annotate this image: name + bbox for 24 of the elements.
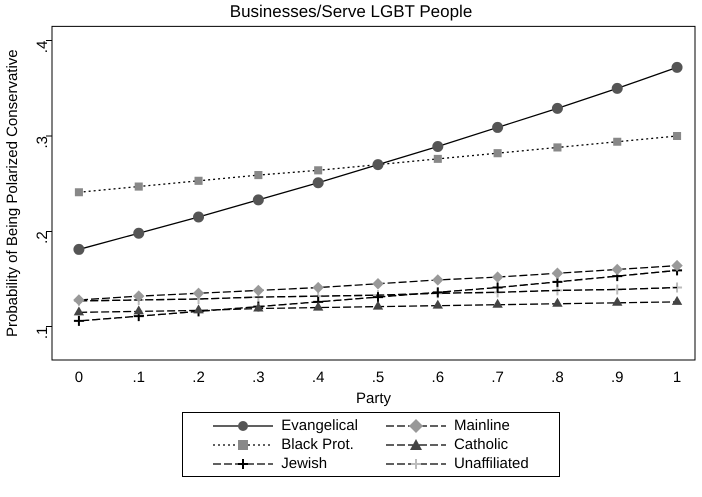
x-tick-label: .1 [132, 369, 145, 386]
x-tick-label: .6 [432, 369, 444, 386]
legend-label: Jewish [281, 455, 328, 472]
legend-label: Catholic [454, 436, 508, 453]
y-tick-label: .4 [34, 40, 52, 54]
legend-label: Evangelical [281, 417, 358, 434]
x-tick-label: 0 [74, 369, 84, 386]
legend-label: Black Prot. [281, 436, 354, 453]
x-tick-label: .4 [312, 369, 324, 386]
x-tick-label: .7 [491, 369, 504, 386]
legend-label: Unaffiliated [454, 455, 529, 472]
x-tick-label: 1 [672, 369, 682, 386]
x-tick-label: .3 [252, 369, 265, 386]
y-tick-label: .1 [34, 326, 52, 340]
x-tick-label: .8 [551, 369, 564, 386]
chart-title: Businesses/Serve LGBT People [230, 2, 472, 21]
x-tick-label: .9 [610, 369, 624, 386]
legend-label: Mainline [454, 417, 510, 434]
y-tick-label: .3 [34, 136, 52, 149]
y-tick-label: .2 [34, 231, 52, 244]
x-axis-title: Party [356, 390, 392, 408]
x-tick-label: .5 [372, 369, 384, 386]
y-axis-title: Probability of Being Polarized Conservative [4, 49, 22, 338]
x-tick-label: .2 [192, 369, 205, 386]
